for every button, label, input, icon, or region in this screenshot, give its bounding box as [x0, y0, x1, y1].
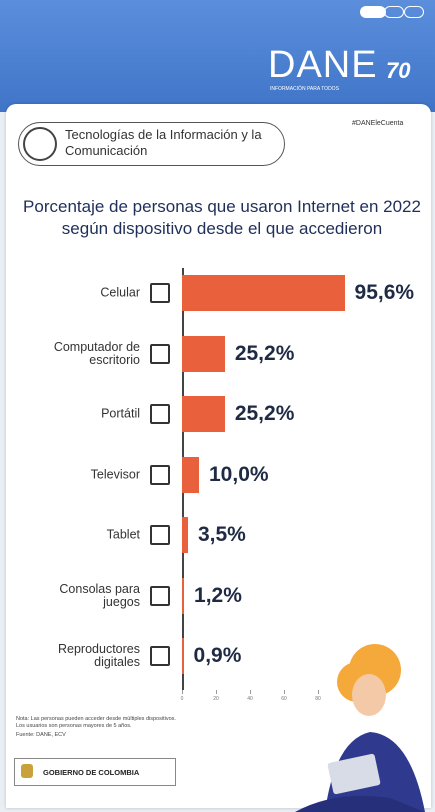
gov-name: GOBIERNO DE COLOMBIA: [43, 768, 140, 777]
topic: Tecnologías de la Información y la Comun…: [65, 127, 262, 158]
hashtag: #DANEleCuenta: [352, 120, 404, 127]
x-tick: [284, 690, 285, 694]
toggle: [384, 6, 404, 18]
bar: [182, 396, 225, 432]
toggle: [404, 6, 424, 18]
category-label: Reproductores digitales: [58, 642, 140, 669]
banner: DANE 70 INFORMACIÓN PARA TODOS: [0, 0, 435, 112]
bar: [182, 456, 199, 493]
x-tick-label: 20: [213, 696, 219, 702]
x-tick-label: 80: [315, 696, 321, 702]
x-tick-label: 0: [180, 696, 184, 702]
bar: [182, 577, 185, 614]
device-icon: [150, 646, 170, 666]
category-label: Televisor: [90, 467, 140, 481]
bar: [182, 275, 345, 311]
illustration: [295, 644, 425, 812]
device-icon: [150, 283, 170, 303]
x-tick: [182, 690, 183, 694]
value-label: 0,9%: [193, 644, 242, 667]
value-label: 1,2%: [194, 583, 242, 607]
value-label: 95,6%: [354, 281, 415, 304]
category-label: Consolas para juegos: [59, 581, 140, 609]
bar: [182, 638, 184, 674]
chart-title: Porcentaje de personas que usaron Intern…: [23, 197, 421, 238]
value-label: 25,2%: [234, 341, 295, 365]
gov-box: GOBIERNO DE COLOMBIA: [14, 758, 176, 786]
gov-seal: [21, 764, 33, 778]
category-label: Celular: [100, 285, 140, 300]
note: Nota: Las personas pueden acceder desde …: [16, 716, 176, 729]
x-tick-label: 40: [247, 696, 253, 702]
topic-pill: Tecnologías de la Información y la Comun…: [18, 122, 285, 166]
value-label: 3,5%: [197, 523, 246, 546]
source: Fuente: DANE, ECV: [16, 732, 66, 738]
x-tick: [250, 690, 251, 694]
category-label: Computador de escritorio: [53, 339, 140, 367]
device-icon: [150, 343, 170, 364]
toggle: [360, 6, 386, 18]
tagline: INFORMACIÓN PARA TODOS: [270, 86, 339, 92]
x-tick: [216, 690, 217, 694]
device-icon: [150, 464, 170, 485]
bar: [182, 517, 188, 553]
x-tick-label: 60: [281, 696, 287, 702]
device-icon: [150, 585, 170, 606]
category-label: Portátil: [101, 406, 140, 421]
device-icon: [150, 525, 170, 545]
topic-icon: [23, 127, 57, 161]
anniversary: 70: [386, 58, 411, 83]
x-tick: [318, 690, 319, 694]
logo: DANE: [268, 44, 378, 86]
bar: [182, 335, 225, 372]
value-label: 10,0%: [209, 462, 269, 486]
category-label: Tablet: [106, 527, 140, 542]
value-label: 25,2%: [234, 402, 295, 425]
device-icon: [150, 404, 170, 424]
